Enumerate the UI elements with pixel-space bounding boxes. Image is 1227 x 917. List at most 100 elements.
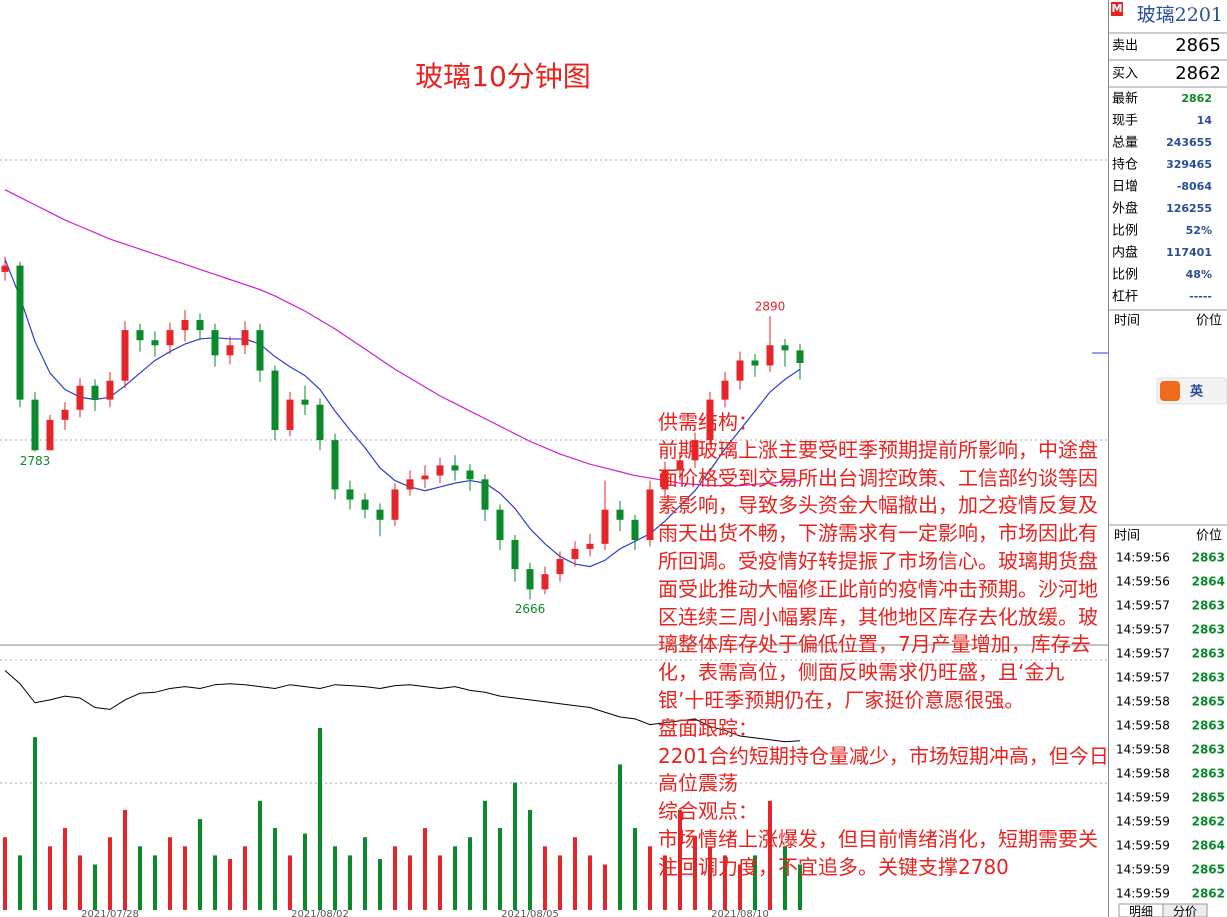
tick-price: 2863 xyxy=(1192,623,1225,637)
volume-bar xyxy=(618,764,622,910)
volume-bar xyxy=(633,828,637,910)
tick-time: 14:59:58 xyxy=(1116,695,1170,709)
tick-time: 14:59:56 xyxy=(1116,575,1170,589)
stat-value: -8064 xyxy=(1177,180,1213,193)
volume-bar xyxy=(738,864,742,910)
candle-body xyxy=(346,489,354,500)
candle-body xyxy=(646,489,654,541)
candle-body xyxy=(781,345,789,351)
tick-time: 14:59:58 xyxy=(1116,719,1170,733)
volume-bar xyxy=(558,855,562,910)
annotation: 供需结构： 前期玻璃上涨主要受旺季预期提前所影响，中途盘面价格受到交易所出台调控政… xyxy=(658,409,1110,882)
badge: M xyxy=(1112,2,1123,15)
tick-time: 14:59:59 xyxy=(1116,887,1170,901)
volume-bar xyxy=(378,859,382,910)
volume-bar xyxy=(168,837,172,910)
candle-body xyxy=(571,548,579,559)
stat-label: 内盘 xyxy=(1112,245,1138,261)
volume-bar xyxy=(753,855,757,910)
candle-body xyxy=(136,330,144,341)
candle-body xyxy=(46,419,54,451)
volume-bar xyxy=(393,846,397,910)
candle-body xyxy=(541,574,549,590)
tab-label[interactable]: 明细 xyxy=(1129,905,1153,917)
volume-bar xyxy=(588,855,592,910)
candle-body xyxy=(256,330,264,371)
stat-value: 52% xyxy=(1186,224,1212,237)
tick-price: 2865 xyxy=(1192,863,1225,877)
tab-label[interactable]: 分价 xyxy=(1173,905,1197,917)
volume-bar xyxy=(663,855,667,910)
quote-panel: M 玻璃2201 卖出 2865 买入 2862 时间 价位 英 时间 价位 明… xyxy=(1109,0,1227,917)
annotation-heading: 供需结构： xyxy=(658,410,758,434)
oscillator-line xyxy=(4,670,801,743)
annotation-heading: 综合观点： xyxy=(658,799,758,824)
candle-body xyxy=(91,385,99,400)
candle-body xyxy=(316,404,324,441)
tick-price: 2864 xyxy=(1192,839,1225,853)
volume-bar xyxy=(228,859,232,910)
candle-body xyxy=(61,409,69,420)
tick-time: 14:59:59 xyxy=(1116,815,1170,829)
annotation-body: 市场情绪上涨爆发，但目前情绪消化，短期需要关注回调力度，不宜追多。关键支撑278… xyxy=(658,826,1098,879)
tick-time: 14:59:57 xyxy=(1116,671,1170,685)
volume-bar xyxy=(33,737,37,910)
tick-price: 2862 xyxy=(1192,887,1225,901)
volume-bar xyxy=(3,837,7,910)
volume-bar xyxy=(423,828,427,910)
volume-bar xyxy=(18,855,22,910)
volume-bar xyxy=(678,809,682,910)
tick-time: 14:59:59 xyxy=(1116,839,1170,853)
volume-bar xyxy=(258,800,262,910)
volume-bar xyxy=(468,837,472,910)
candle-body xyxy=(556,559,564,575)
stat-label: 持仓 xyxy=(1112,158,1138,173)
candle-body xyxy=(601,509,609,544)
candle-body xyxy=(796,350,804,363)
ime-label[interactable]: 英 xyxy=(1189,384,1204,400)
column-header: 时间 xyxy=(1114,314,1140,329)
candle-body xyxy=(736,360,744,381)
volume-bar xyxy=(333,846,337,910)
stat-value: 117401 xyxy=(1166,246,1212,259)
tab[interactable] xyxy=(1162,903,1208,917)
x-tick-label: 2021/08/05 xyxy=(501,909,559,917)
volume-bar xyxy=(528,809,532,910)
x-tick-label: 2021/07/28 xyxy=(81,909,139,917)
candle-body xyxy=(661,470,669,490)
candle-body xyxy=(31,399,39,451)
tick-price: 2862 xyxy=(1192,815,1225,829)
tick-time: 14:59:57 xyxy=(1116,623,1170,637)
tick-time: 14:59:58 xyxy=(1116,767,1170,781)
volume-bar xyxy=(93,864,97,910)
volume-bar xyxy=(573,837,577,910)
candle-body xyxy=(241,330,249,346)
volume-bar xyxy=(648,846,652,910)
volume-bar xyxy=(303,833,307,910)
stat-value: 14 xyxy=(1197,114,1213,127)
tick-price: 2863 xyxy=(1192,599,1225,613)
candle-body xyxy=(451,465,459,471)
volume-bar xyxy=(708,846,712,910)
volume-bar xyxy=(78,855,82,910)
volume-bar xyxy=(768,800,772,910)
volume-bar xyxy=(273,828,277,910)
tick-time: 14:59:57 xyxy=(1116,647,1170,661)
tick-time: 14:59:56 xyxy=(1116,551,1170,565)
x-tick-label: 2021/08/02 xyxy=(291,909,349,917)
stat-label: 现手 xyxy=(1112,114,1138,129)
candle-body xyxy=(631,519,639,541)
candle-body xyxy=(166,330,174,346)
stat-label: 比例 xyxy=(1112,224,1138,239)
volume-bar xyxy=(198,819,202,910)
annotation-heading: 盘面跟踪： xyxy=(658,715,758,740)
candle-body xyxy=(391,489,399,520)
tick-time: 14:59:58 xyxy=(1116,743,1170,757)
candle-body xyxy=(331,440,339,490)
ask-label: 卖出 xyxy=(1112,39,1138,54)
volume-bar xyxy=(138,846,142,910)
volume-bar xyxy=(438,855,442,910)
stat-value: 48% xyxy=(1186,268,1212,281)
volume-bar xyxy=(693,837,697,910)
